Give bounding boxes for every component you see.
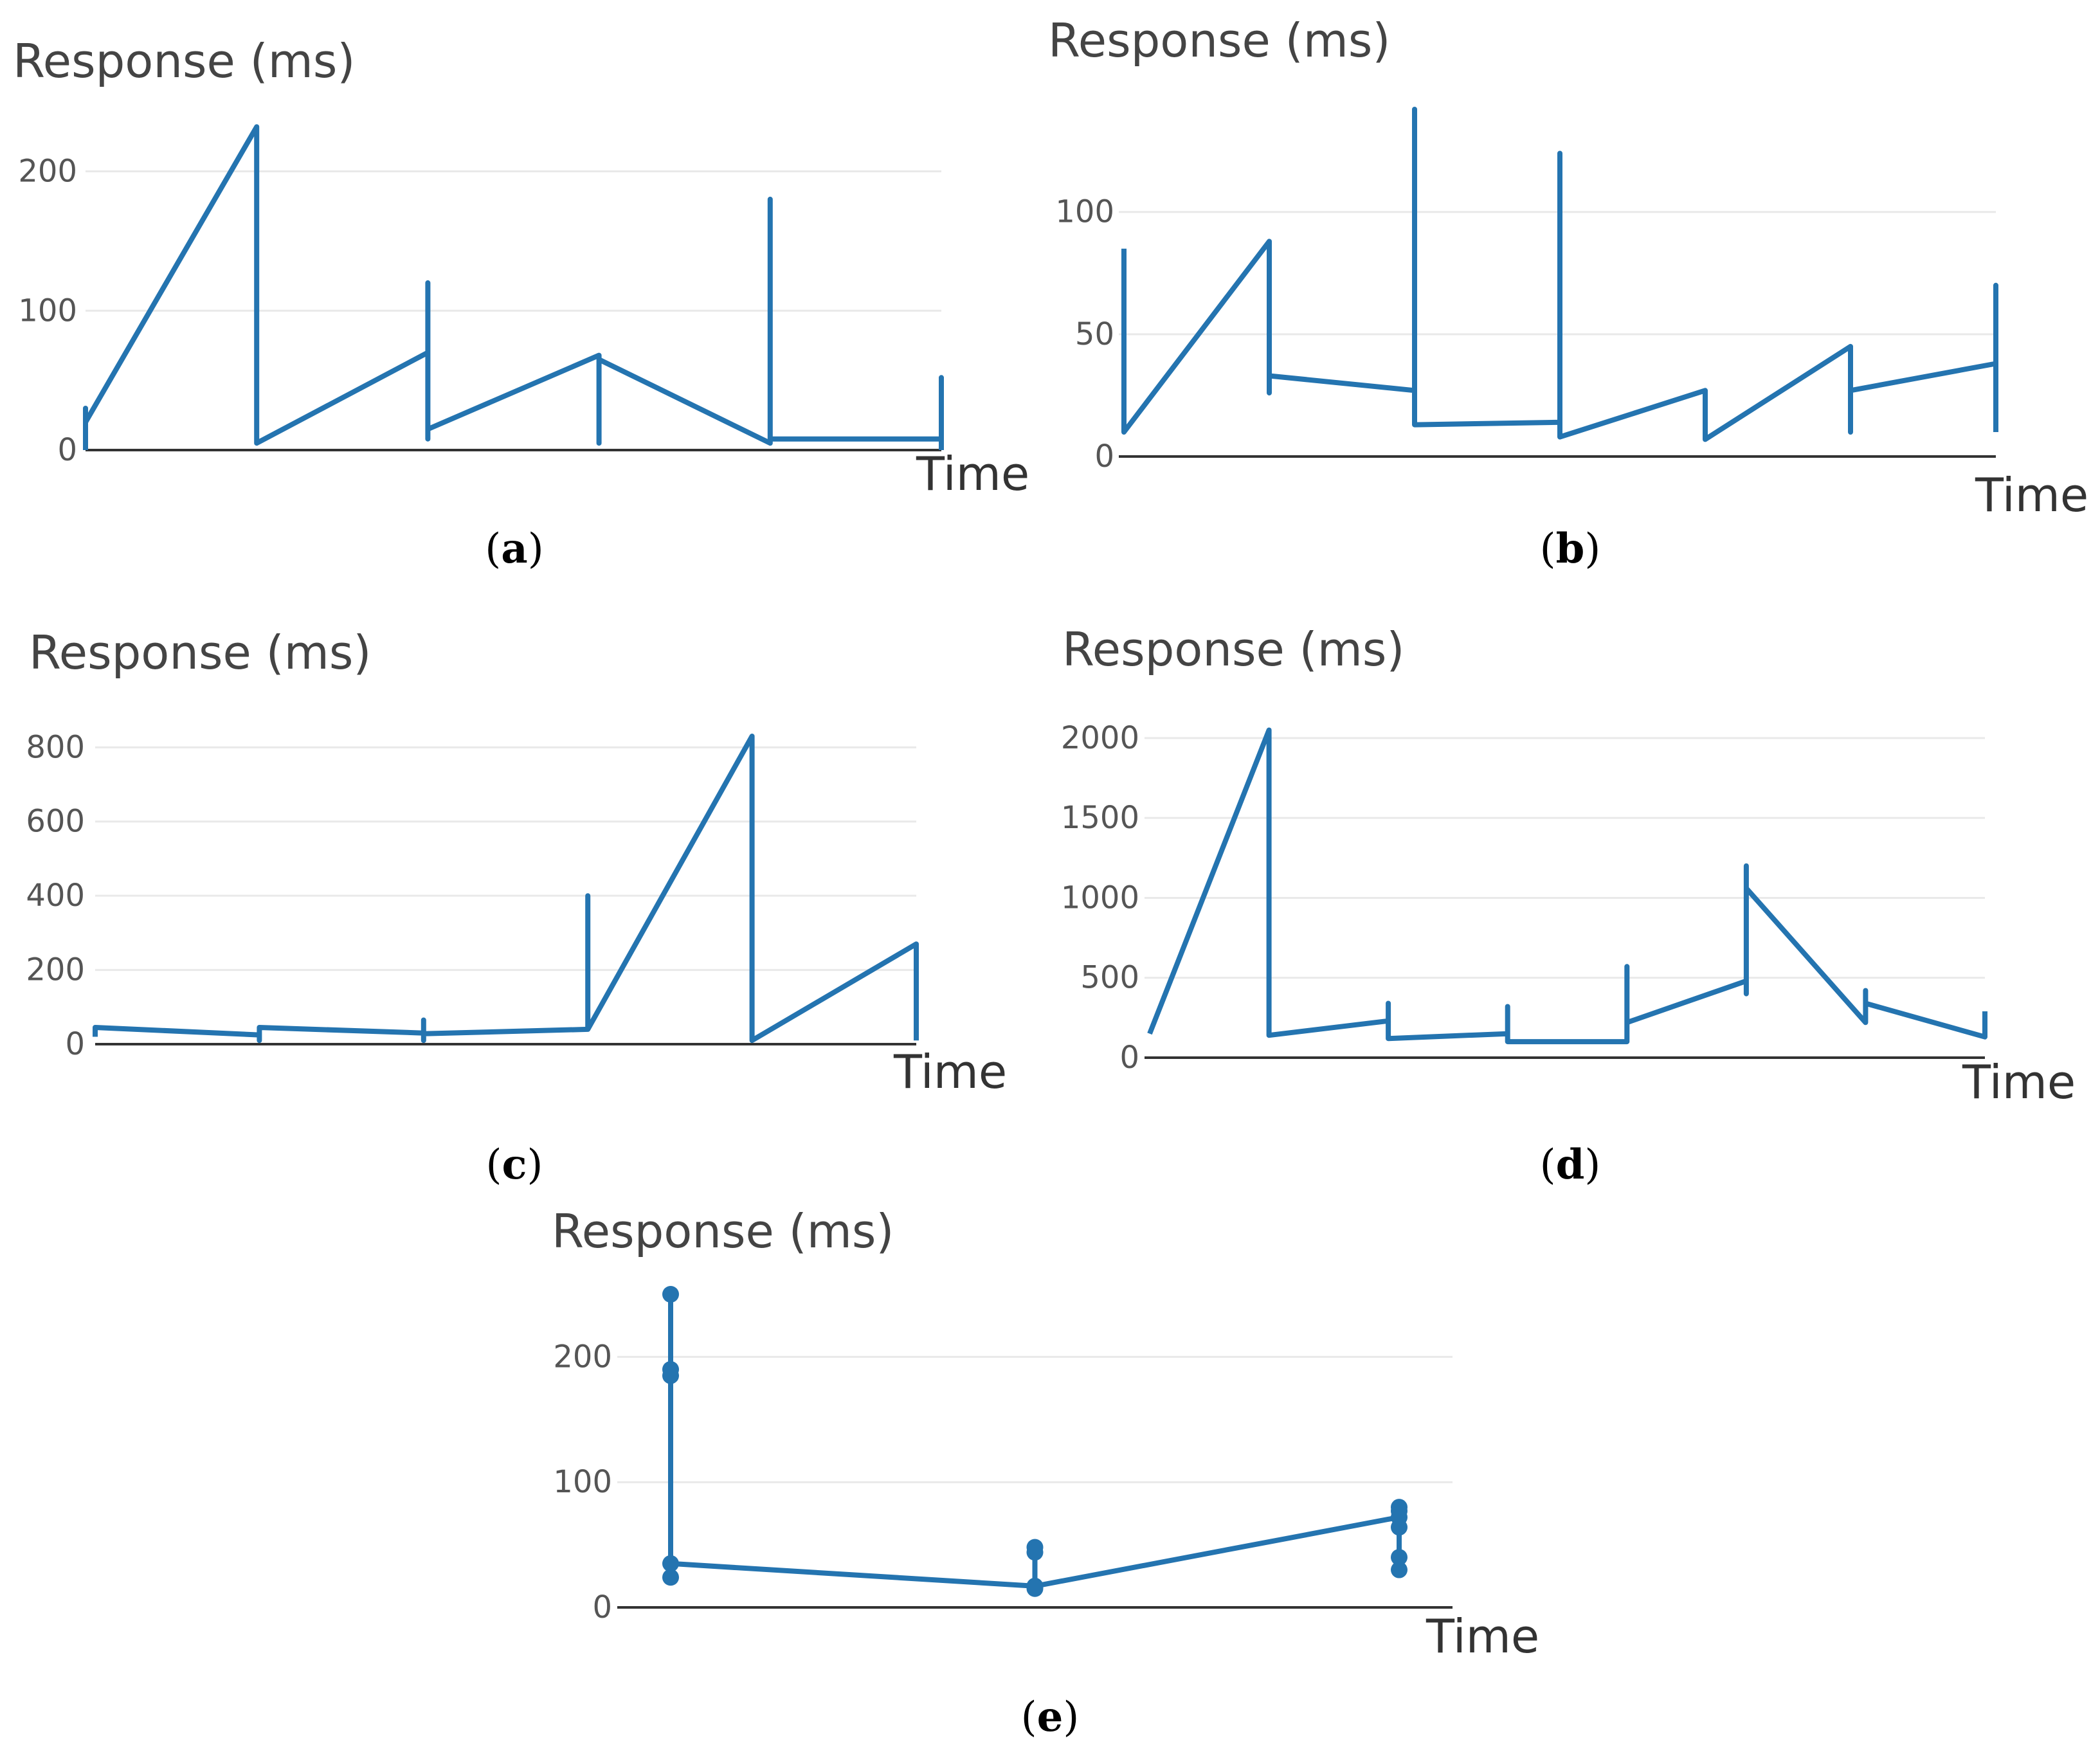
panel-a-ytick-label: 0 bbox=[57, 432, 77, 468]
panel-b-ticks: 0 50 100 bbox=[1055, 194, 1114, 475]
panel-a-caption-letter: a bbox=[501, 525, 527, 573]
panel-e-gridlines bbox=[617, 1355, 1453, 1483]
panel-c-caption-letter: c bbox=[502, 1141, 527, 1189]
panel-e-data-point bbox=[662, 1555, 679, 1572]
panel-e-data-point bbox=[1391, 1503, 1408, 1520]
panel-c-series-line bbox=[93, 734, 919, 1044]
panel-b-series bbox=[1121, 107, 1998, 442]
panel-b-ylabel: Response (ms) bbox=[1048, 14, 1391, 68]
panel-c-xlabel: Time bbox=[893, 1045, 1007, 1099]
panel-a-series bbox=[83, 124, 944, 450]
panel-b-series-line bbox=[1121, 107, 1998, 442]
panel-a-xlabel: Time bbox=[916, 447, 1029, 501]
panel-c-series bbox=[93, 734, 919, 1044]
panel-e-data-point bbox=[1391, 1561, 1408, 1578]
panel-a-ytick-label: 200 bbox=[18, 154, 77, 190]
panel-e: Response (ms) 0 100 200 Time (e) bbox=[552, 1204, 1539, 1741]
panel-b: Response (ms) 0 50 100 Time (b) bbox=[1048, 14, 2088, 573]
panel-e-data-point bbox=[1026, 1577, 1044, 1595]
panel-a-ylabel: Response (ms) bbox=[13, 34, 356, 88]
panel-e-ytick-label: 100 bbox=[553, 1464, 612, 1500]
panel-e-caption: (e) bbox=[1021, 1693, 1080, 1741]
panel-e-data-point bbox=[662, 1569, 679, 1586]
panel-a-gridlines bbox=[86, 170, 941, 312]
panel-e-data-point bbox=[662, 1286, 679, 1303]
panel-c-ytick-label: 600 bbox=[26, 804, 85, 840]
panel-e-ylabel: Response (ms) bbox=[552, 1204, 894, 1258]
panel-d-ytick-label: 2000 bbox=[1061, 720, 1139, 756]
panel-e-data-point bbox=[1391, 1519, 1408, 1536]
panel-c-gridlines bbox=[95, 746, 916, 972]
panel-a-series-line bbox=[83, 124, 944, 450]
panel-e-caption-letter: e bbox=[1037, 1693, 1064, 1741]
panel-e-ytick-label: 0 bbox=[592, 1589, 612, 1625]
panel-b-xlabel: Time bbox=[1975, 468, 2088, 522]
panel-d-ytick-label: 1000 bbox=[1061, 880, 1139, 916]
panel-d-series-line bbox=[1147, 727, 1987, 1045]
panel-c: Response (ms) 0 200 400 600 800 Time (c) bbox=[26, 626, 1007, 1189]
panel-b-caption-letter: b bbox=[1556, 525, 1585, 573]
panel-b-caption: (b) bbox=[1540, 525, 1601, 573]
panel-e-xlabel: Time bbox=[1426, 1609, 1539, 1663]
panel-d-caption-letter: d bbox=[1556, 1141, 1585, 1189]
panel-d-ytick-label: 1500 bbox=[1061, 800, 1139, 836]
panel-c-ticks: 0 200 400 600 800 bbox=[26, 729, 85, 1062]
panel-b-ytick-label: 50 bbox=[1075, 316, 1114, 352]
panel-c-ylabel: Response (ms) bbox=[29, 626, 372, 680]
panel-d-ticks: 0 500 1000 1500 2000 bbox=[1061, 720, 1139, 1076]
panel-e-data-point bbox=[1391, 1549, 1408, 1566]
panel-c-caption: (c) bbox=[486, 1141, 543, 1189]
panel-d-caption: (d) bbox=[1540, 1141, 1601, 1189]
panel-a-ytick-label: 100 bbox=[18, 293, 77, 329]
panel-c-ytick-label: 200 bbox=[26, 952, 85, 988]
panel-b-ytick-label: 100 bbox=[1055, 194, 1114, 230]
panel-e-ticks: 0 100 200 bbox=[553, 1339, 612, 1625]
panel-e-data-point bbox=[662, 1367, 679, 1384]
panel-d: Response (ms) 0 500 1000 1500 2000 Time (d) bbox=[1061, 622, 2076, 1189]
panel-a: Response (ms) 0 100 200 Time (a) bbox=[13, 34, 1029, 573]
panel-e-ytick-label: 200 bbox=[553, 1339, 612, 1375]
panel-a-ticks: 0 100 200 bbox=[18, 154, 77, 468]
panel-d-xlabel: Time bbox=[1962, 1055, 2076, 1109]
panel-d-gridlines bbox=[1145, 737, 1985, 979]
panel-c-ytick-label: 800 bbox=[26, 729, 85, 765]
panel-d-series bbox=[1147, 727, 1987, 1045]
panel-e-data-point bbox=[1026, 1544, 1044, 1561]
panel-d-ylabel: Response (ms) bbox=[1062, 622, 1405, 676]
panel-b-ytick-label: 0 bbox=[1094, 438, 1114, 475]
panel-c-ytick-label: 0 bbox=[65, 1026, 85, 1062]
panel-d-ytick-label: 0 bbox=[1119, 1040, 1139, 1076]
panel-a-caption: (a) bbox=[485, 525, 543, 573]
panel-c-ytick-label: 400 bbox=[26, 878, 85, 914]
panel-d-ytick-label: 500 bbox=[1080, 960, 1139, 996]
panel-e-series bbox=[662, 1286, 1408, 1597]
